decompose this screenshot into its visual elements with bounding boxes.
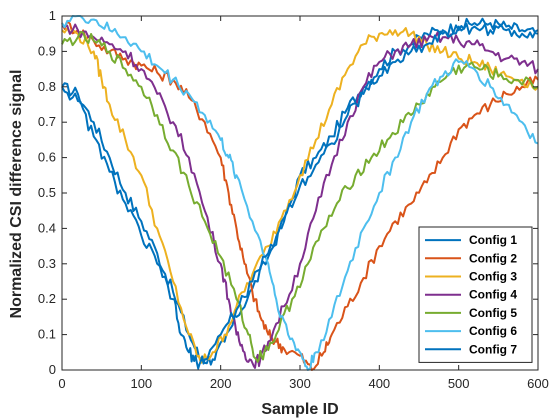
y-tick-label: 0.1 — [38, 327, 56, 342]
x-tick-label: 600 — [527, 376, 549, 391]
x-tick-label: 300 — [289, 376, 311, 391]
y-tick-label: 0 — [49, 362, 56, 377]
y-tick-label: 0.3 — [38, 256, 56, 271]
legend-label: Config 2 — [469, 251, 517, 265]
legend-label: Config 5 — [469, 306, 517, 320]
legend-label: Config 6 — [469, 324, 517, 338]
y-axis-label: Normalized CSI difference signal — [8, 70, 25, 319]
legend-label: Config 3 — [469, 270, 517, 284]
x-tick-label: 200 — [210, 376, 232, 391]
y-tick-label: 0.5 — [38, 185, 56, 200]
axes-layer: 0 100 200 300 400 500 600 0 0.1 0.2 0.3 0.4 0.5 0.6 0.… — [38, 8, 549, 391]
x-axis-label: Sample ID — [261, 401, 338, 418]
x-tick-label: 400 — [368, 376, 390, 391]
x-tick-label: 500 — [448, 376, 470, 391]
series-line-6 — [61, 15, 539, 371]
legend-label: Config 1 — [469, 233, 517, 247]
y-tick-label: 0.7 — [38, 114, 56, 129]
series-line-3 — [61, 27, 539, 364]
y-tick-label: 0.6 — [38, 150, 56, 165]
series-line-2 — [61, 20, 539, 371]
series-layer — [61, 15, 539, 371]
y-tick-label: 0.2 — [38, 291, 56, 306]
x-tick-label: 0 — [58, 376, 65, 391]
x-tick-label: 100 — [130, 376, 152, 391]
legend-label: Config 4 — [469, 288, 517, 302]
y-tick-label: 1 — [49, 8, 56, 23]
y-tick-label: 0.4 — [38, 220, 56, 235]
series-line-7 — [61, 22, 539, 370]
y-tick-label: 0.8 — [38, 79, 56, 94]
legend: Config 1 Config 2 Config 3 Config 4 Config 5… — [418, 226, 533, 363]
y-tick-label: 0.9 — [38, 43, 56, 58]
legend-label: Config 7 — [469, 342, 517, 356]
